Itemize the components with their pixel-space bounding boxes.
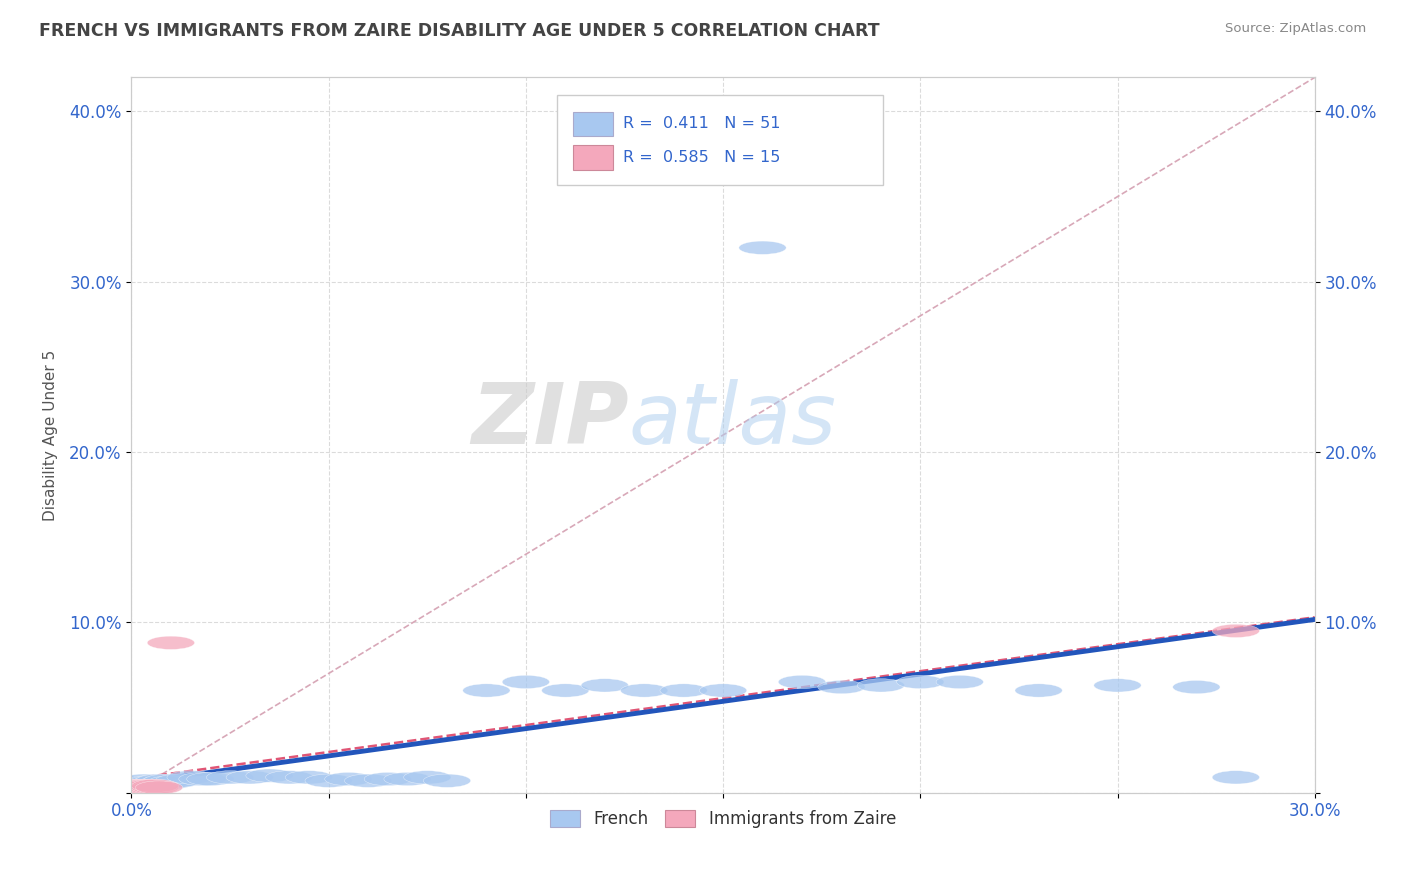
Ellipse shape xyxy=(148,636,194,649)
Ellipse shape xyxy=(139,776,187,789)
Ellipse shape xyxy=(111,780,159,794)
Ellipse shape xyxy=(620,684,668,698)
Ellipse shape xyxy=(344,774,392,788)
Ellipse shape xyxy=(463,684,510,698)
Ellipse shape xyxy=(423,774,471,788)
Ellipse shape xyxy=(111,780,159,792)
Ellipse shape xyxy=(305,774,353,788)
Text: FRENCH VS IMMIGRANTS FROM ZAIRE DISABILITY AGE UNDER 5 CORRELATION CHART: FRENCH VS IMMIGRANTS FROM ZAIRE DISABILI… xyxy=(39,22,880,40)
Text: Source: ZipAtlas.com: Source: ZipAtlas.com xyxy=(1226,22,1367,36)
Legend: French, Immigrants from Zaire: French, Immigrants from Zaire xyxy=(544,803,903,834)
Ellipse shape xyxy=(135,780,183,794)
Ellipse shape xyxy=(364,772,412,786)
Ellipse shape xyxy=(699,684,747,698)
Ellipse shape xyxy=(167,771,214,784)
Ellipse shape xyxy=(818,681,865,694)
FancyBboxPatch shape xyxy=(572,112,613,136)
Ellipse shape xyxy=(541,684,589,698)
Ellipse shape xyxy=(1094,679,1142,692)
Ellipse shape xyxy=(581,679,628,692)
Ellipse shape xyxy=(115,780,163,794)
Ellipse shape xyxy=(128,780,174,792)
Ellipse shape xyxy=(143,774,191,788)
Ellipse shape xyxy=(115,780,163,794)
Ellipse shape xyxy=(131,776,179,789)
Ellipse shape xyxy=(226,771,273,784)
Ellipse shape xyxy=(120,780,167,794)
Text: R =  0.585   N = 15: R = 0.585 N = 15 xyxy=(623,150,780,165)
Ellipse shape xyxy=(187,772,233,786)
Ellipse shape xyxy=(111,776,159,789)
Ellipse shape xyxy=(124,776,172,789)
Ellipse shape xyxy=(120,778,167,791)
Ellipse shape xyxy=(131,780,179,792)
Ellipse shape xyxy=(659,684,707,698)
Ellipse shape xyxy=(858,679,904,692)
FancyBboxPatch shape xyxy=(557,95,883,185)
Ellipse shape xyxy=(124,780,172,792)
Ellipse shape xyxy=(115,780,163,792)
Text: ZIP: ZIP xyxy=(471,379,628,462)
Ellipse shape xyxy=(120,774,167,788)
Ellipse shape xyxy=(179,772,226,786)
Ellipse shape xyxy=(266,771,314,784)
Ellipse shape xyxy=(115,778,163,791)
Ellipse shape xyxy=(1212,624,1260,638)
Ellipse shape xyxy=(1212,771,1260,784)
Ellipse shape xyxy=(384,772,432,786)
Ellipse shape xyxy=(285,771,333,784)
Ellipse shape xyxy=(740,241,786,254)
Ellipse shape xyxy=(128,776,174,789)
Ellipse shape xyxy=(124,780,172,794)
Text: atlas: atlas xyxy=(628,379,837,462)
Ellipse shape xyxy=(128,780,174,794)
Text: R =  0.411   N = 51: R = 0.411 N = 51 xyxy=(623,117,780,131)
Ellipse shape xyxy=(135,774,183,788)
Ellipse shape xyxy=(155,774,202,788)
Ellipse shape xyxy=(779,675,825,689)
Ellipse shape xyxy=(936,675,983,689)
Ellipse shape xyxy=(502,675,550,689)
Ellipse shape xyxy=(1173,681,1220,694)
Ellipse shape xyxy=(325,772,373,786)
Ellipse shape xyxy=(111,780,159,792)
Ellipse shape xyxy=(128,780,174,794)
Ellipse shape xyxy=(128,778,174,791)
Ellipse shape xyxy=(131,780,179,792)
Y-axis label: Disability Age Under 5: Disability Age Under 5 xyxy=(44,350,58,521)
Ellipse shape xyxy=(120,780,167,792)
Ellipse shape xyxy=(404,771,451,784)
Ellipse shape xyxy=(131,780,179,794)
Ellipse shape xyxy=(148,776,194,789)
Ellipse shape xyxy=(120,780,167,792)
FancyBboxPatch shape xyxy=(572,145,613,169)
Ellipse shape xyxy=(246,769,294,782)
Ellipse shape xyxy=(897,675,943,689)
Ellipse shape xyxy=(207,771,253,784)
Ellipse shape xyxy=(124,780,172,792)
Ellipse shape xyxy=(1015,684,1063,698)
